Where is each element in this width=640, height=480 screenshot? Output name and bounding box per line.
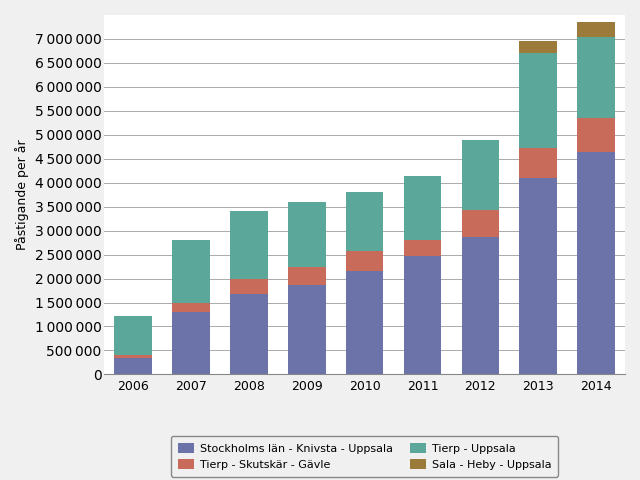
Bar [577, 118, 615, 152]
Bar [404, 255, 441, 374]
Bar [577, 152, 615, 374]
Bar [346, 192, 383, 251]
Bar [288, 267, 326, 285]
Bar [404, 176, 441, 240]
Bar [172, 302, 210, 312]
Y-axis label: Påstigande per år: Påstigande per år [15, 139, 29, 250]
Bar [230, 212, 268, 278]
Bar [461, 210, 499, 237]
Bar [461, 140, 499, 210]
Legend: Stockholms län - Knivsta - Uppsala, Tierp - Skutskär - Gävle, Tierp - Uppsala, S: Stockholms län - Knivsta - Uppsala, Tier… [171, 436, 558, 477]
Bar [172, 312, 210, 374]
Bar [520, 148, 557, 178]
Bar [288, 285, 326, 374]
Bar [461, 237, 499, 374]
Bar [577, 22, 615, 36]
Bar [520, 178, 557, 374]
Bar [230, 294, 268, 374]
Bar [520, 41, 557, 53]
Bar [346, 251, 383, 271]
Bar [346, 271, 383, 374]
Bar [230, 278, 268, 294]
Bar [520, 53, 557, 148]
Bar [404, 240, 441, 255]
Bar [577, 36, 615, 118]
Bar [288, 202, 326, 267]
Bar [115, 316, 152, 355]
Bar [172, 240, 210, 302]
Bar [115, 358, 152, 374]
Bar [115, 355, 152, 358]
